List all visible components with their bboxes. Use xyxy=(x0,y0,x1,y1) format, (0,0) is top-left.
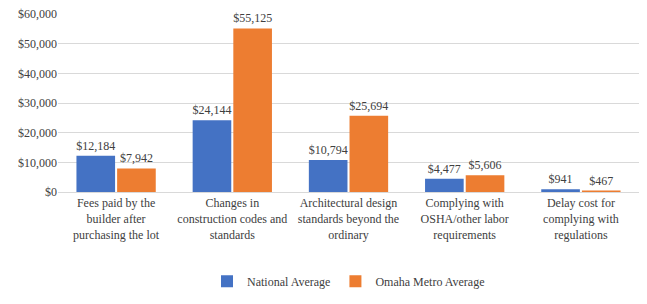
svg-text:$20,000: $20,000 xyxy=(18,126,57,140)
svg-text:National Average: National Average xyxy=(247,275,330,289)
svg-text:$24,144: $24,144 xyxy=(192,103,231,117)
svg-text:$40,000: $40,000 xyxy=(18,67,57,81)
svg-text:$10,000: $10,000 xyxy=(18,156,57,170)
svg-text:Fees paid by thebuilder afterp: Fees paid by thebuilder afterpurchasing … xyxy=(73,196,160,241)
svg-text:$60,000: $60,000 xyxy=(18,7,57,21)
svg-text:Architectural designstandards: Architectural designstandards beyond the… xyxy=(298,196,399,241)
svg-text:Changes inconstruction codes a: Changes inconstruction codes andstandard… xyxy=(177,196,287,241)
svg-text:$25,694: $25,694 xyxy=(349,99,388,113)
svg-text:$55,125: $55,125 xyxy=(233,11,272,25)
svg-text:$467: $467 xyxy=(589,174,613,188)
svg-text:$12,184: $12,184 xyxy=(76,139,115,153)
svg-text:$50,000: $50,000 xyxy=(18,37,57,51)
svg-text:$30,000: $30,000 xyxy=(18,96,57,110)
svg-text:$0: $0 xyxy=(45,185,57,199)
svg-text:Complying withOSHA/other labor: Complying withOSHA/other laborrequiremen… xyxy=(421,196,509,241)
svg-text:Delay cost forcomplying withre: Delay cost forcomplying withregulations xyxy=(543,196,619,241)
svg-text:$4,477: $4,477 xyxy=(428,162,461,176)
svg-text:$7,942: $7,942 xyxy=(120,151,153,165)
svg-text:$941: $941 xyxy=(549,172,573,186)
svg-text:Omaha Metro Average: Omaha Metro Average xyxy=(375,275,484,289)
svg-text:$10,794: $10,794 xyxy=(309,143,348,157)
svg-text:$5,606: $5,606 xyxy=(469,158,502,172)
